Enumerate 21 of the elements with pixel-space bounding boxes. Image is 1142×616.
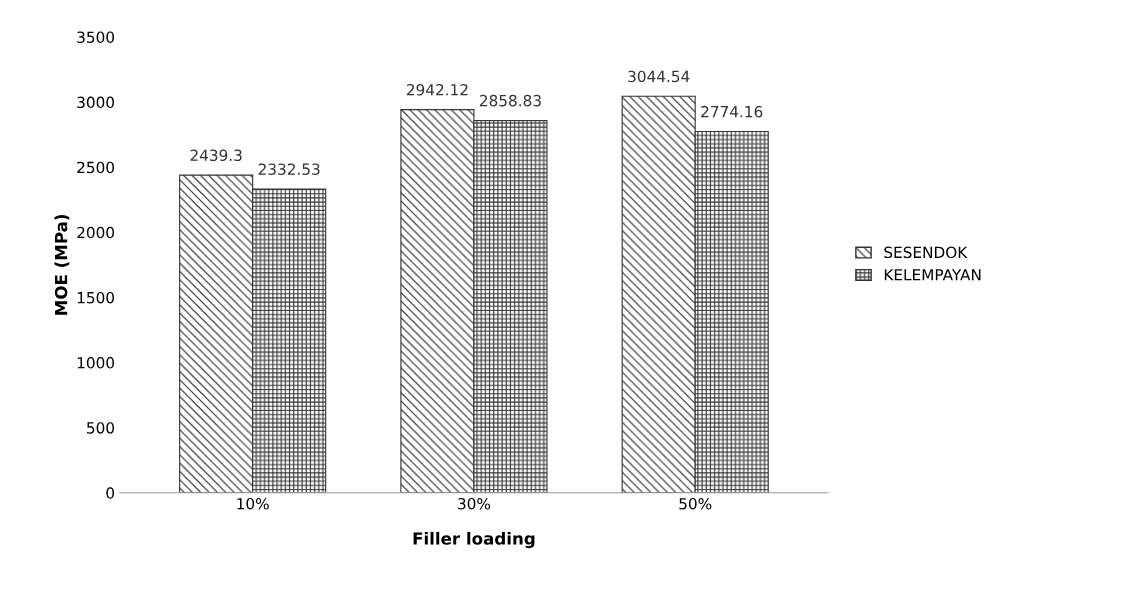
- data-label: 3044.54: [628, 70, 690, 83]
- y-axis-title: MOE (MPa): [54, 214, 70, 315]
- y-tick-label: 0: [106, 487, 115, 499]
- y-tick-label: 2500: [77, 161, 115, 174]
- data-label: 2858.83: [479, 94, 541, 107]
- y-tick-label: 3000: [77, 96, 115, 109]
- data-label: 2439.3: [190, 149, 242, 162]
- data-label: 2774.16: [701, 105, 763, 118]
- x-axis-title: Filler loading: [413, 531, 535, 549]
- y-tick-label: 500: [87, 422, 115, 434]
- y-tick-label: 1000: [77, 357, 115, 369]
- y-tick-label: 2000: [77, 226, 115, 239]
- legend-label: SESENDOK: [884, 246, 968, 259]
- x-tick-label: 10%: [237, 497, 269, 510]
- x-tick-label: 30%: [458, 497, 491, 510]
- legend-label: KELEMPAYAN: [884, 269, 981, 281]
- data-label: 2942.12: [406, 83, 468, 96]
- x-tick-label: 50%: [679, 497, 712, 510]
- data-label: 2332.53: [258, 163, 320, 175]
- y-tick-label: 3500: [77, 31, 115, 43]
- y-tick-label: 1500: [77, 291, 115, 304]
